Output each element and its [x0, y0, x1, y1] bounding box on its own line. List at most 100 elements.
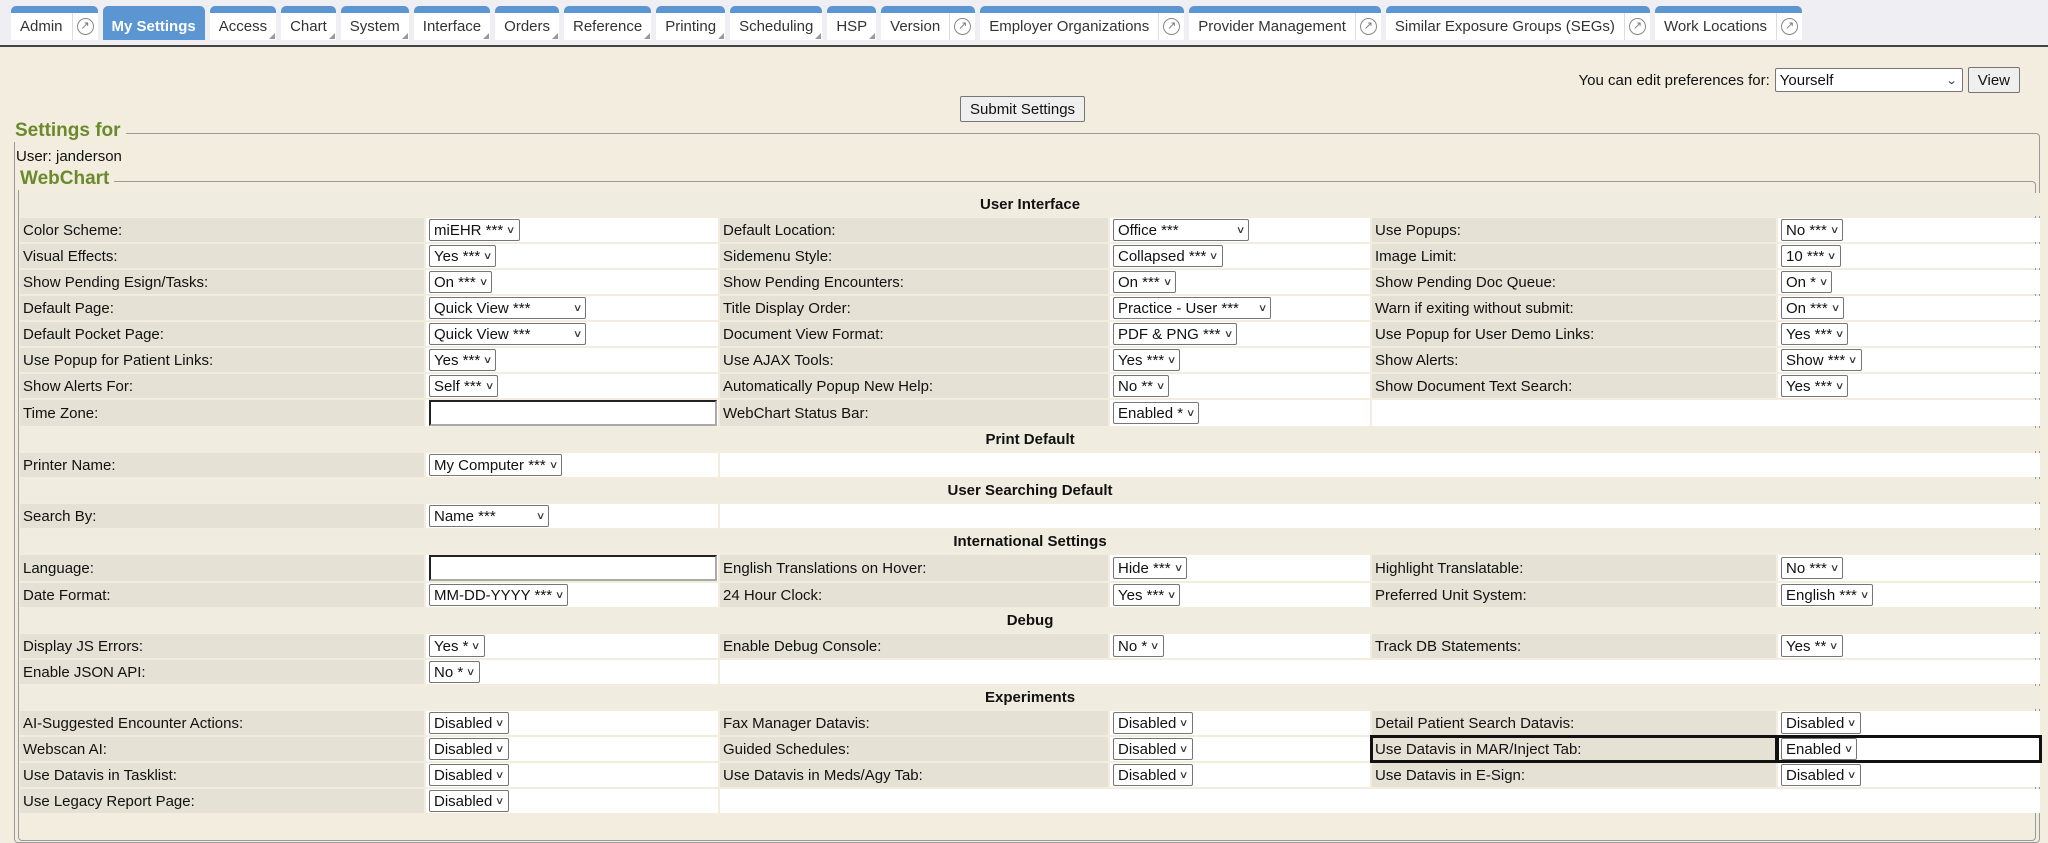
ai-suggested-encounter-actions-select[interactable]: Disabled ∨: [429, 712, 509, 734]
setting-row: Default Pocket Page: Quick View *** ∨ Docum…: [20, 322, 2041, 346]
setting-row: Show Alerts For: Self *** ∨ Automatically P…: [20, 374, 2041, 398]
use-datavis-in-e-sign-select[interactable]: Disabled ∨: [1781, 764, 1861, 786]
webchart-status-bar-select[interactable]: Enabled * ∨: [1113, 402, 1200, 424]
tab-label: Interface: [422, 18, 482, 35]
tab-employer-organizations[interactable]: Employer Organizations ↗: [980, 6, 1185, 40]
search-by-select[interactable]: Name *** ∨: [429, 505, 549, 527]
setting-row: Use Popup for Patient Links: Yes *** ∨ Use …: [20, 348, 2041, 372]
preferred-unit-system-select[interactable]: English *** ∨: [1781, 584, 1874, 606]
use-popup-for-user-demo-links-select[interactable]: Yes *** ∨: [1781, 323, 1849, 345]
open-external-button[interactable]: ↗: [71, 13, 98, 40]
english-translations-on-hover-select[interactable]: Hide *** ∨: [1113, 557, 1187, 579]
view-button[interactable]: View: [1967, 67, 2020, 93]
tab-my-settings[interactable]: My Settings: [102, 6, 205, 40]
setting-label-preferred-unit-system: Preferred Unit System:: [1372, 583, 1776, 607]
setting-value-cell: [426, 555, 718, 581]
tab-system[interactable]: System: [340, 6, 409, 40]
chevron-down-icon: ⌄: [1945, 74, 1958, 87]
default-pocket-page-select[interactable]: Quick View *** ∨: [429, 323, 586, 345]
warn-if-exiting-without-submit-select[interactable]: On *** ∨: [1781, 297, 1845, 319]
24-hour-clock-select[interactable]: Yes *** ∨: [1113, 584, 1181, 606]
language-input[interactable]: [429, 555, 717, 581]
title-display-order-select[interactable]: Practice - User *** ∨: [1113, 297, 1271, 319]
enable-json-api-select[interactable]: No * ∨: [429, 661, 480, 683]
use-datavis-in-tasklist-select[interactable]: Disabled ∨: [429, 764, 509, 786]
show-alerts-select[interactable]: Show *** ∨: [1781, 349, 1862, 371]
tab-chart[interactable]: Chart: [281, 6, 336, 40]
select-value: On *: [1786, 273, 1817, 291]
chevron-down-icon: ∨: [1843, 743, 1854, 755]
setting-value-cell: Hide *** ∨: [1110, 555, 1370, 581]
default-page-select[interactable]: Quick View *** ∨: [429, 297, 586, 319]
color-scheme-select[interactable]: miEHR *** ∨: [429, 219, 520, 241]
guided-schedules-select[interactable]: Disabled ∨: [1113, 738, 1193, 760]
use-popup-for-patient-links-select[interactable]: Yes *** ∨: [429, 349, 497, 371]
track-db-statements-select[interactable]: Yes ** ∨: [1781, 635, 1843, 657]
tab-label: HSP: [836, 18, 868, 35]
tab-work-locations[interactable]: Work Locations ↗: [1654, 6, 1803, 40]
detail-patient-search-datavis-select[interactable]: Disabled ∨: [1781, 712, 1861, 734]
highlight-translatable-select[interactable]: No *** ∨: [1781, 557, 1844, 579]
default-location-select[interactable]: Office *** ∨: [1113, 219, 1249, 241]
automatically-popup-new-help-select[interactable]: No ** ∨: [1113, 375, 1170, 397]
fax-manager-datavis-select[interactable]: Disabled ∨: [1113, 712, 1193, 734]
open-external-button[interactable]: ↗: [949, 13, 975, 40]
setting-label-search-by: Search By:: [20, 504, 424, 528]
setting-label-date-format: Date Format:: [20, 583, 424, 607]
preferences-user-select[interactable]: Yourself ⌄: [1774, 68, 1963, 92]
setting-label-visual-effects: Visual Effects:: [20, 244, 424, 268]
dropdown-corner-icon: [483, 33, 490, 39]
submit-settings-button[interactable]: Submit Settings: [960, 96, 1086, 122]
setting-value-cell: No * ∨: [426, 660, 718, 684]
chevron-down-icon: ∨: [495, 717, 505, 729]
display-js-errors-select[interactable]: Yes * ∨: [429, 635, 485, 657]
tab-label: Printing: [665, 18, 717, 35]
tab-interface[interactable]: Interface: [413, 6, 491, 40]
use-datavis-in-meds-agy-tab-select[interactable]: Disabled ∨: [1113, 764, 1193, 786]
settings-for-legend: Settings for: [13, 120, 126, 142]
show-pending-esign-tasks-select[interactable]: On *** ∨: [429, 271, 493, 293]
tab-list: Admin ↗ My Settings Access Chart System Interf…: [11, 6, 1803, 40]
tab-admin[interactable]: Admin ↗: [11, 6, 98, 40]
tab-orders[interactable]: Orders: [495, 6, 559, 40]
enable-debug-console-select[interactable]: No * ∨: [1113, 635, 1164, 657]
tab-similar-exposure-groups-segs[interactable]: Similar Exposure Groups (SEGs) ↗: [1385, 6, 1650, 40]
document-view-format-select[interactable]: PDF & PNG *** ∨: [1113, 323, 1237, 345]
use-popups-select[interactable]: No *** ∨: [1781, 219, 1844, 241]
tab-scheduling[interactable]: Scheduling: [730, 6, 823, 40]
webscan-ai-select[interactable]: Disabled ∨: [429, 738, 509, 760]
external-link-icon: ↗: [76, 18, 94, 35]
setting-value-cell: Practice - User *** ∨: [1110, 296, 1370, 320]
tab-hsp[interactable]: HSP: [827, 6, 877, 40]
open-external-button[interactable]: ↗: [1354, 13, 1381, 40]
time-zone-input[interactable]: [429, 400, 717, 426]
tab-printing[interactable]: Printing: [656, 6, 726, 40]
select-value: Hide ***: [1118, 559, 1171, 577]
chevron-down-icon: ∨: [1173, 562, 1183, 574]
sidemenu-style-select[interactable]: Collapsed *** ∨: [1113, 245, 1223, 267]
tab-version[interactable]: Version ↗: [881, 6, 976, 40]
tab-access[interactable]: Access: [209, 6, 277, 40]
printer-name-select[interactable]: My Computer *** ∨: [429, 454, 563, 476]
use-ajax-tools-select[interactable]: Yes *** ∨: [1113, 349, 1181, 371]
use-legacy-report-page-select[interactable]: Disabled ∨: [429, 790, 509, 812]
setting-value-cell: No *** ∨: [1778, 555, 2041, 581]
use-datavis-in-mar-inject-tab-select[interactable]: Enabled ∨: [1781, 738, 1858, 760]
show-alerts-for-select[interactable]: Self *** ∨: [429, 375, 498, 397]
show-pending-encounters-select[interactable]: On *** ∨: [1113, 271, 1177, 293]
section-header-row: User Interface: [20, 193, 2041, 216]
open-external-button[interactable]: ↗: [1158, 13, 1184, 40]
chevron-down-icon: ∨: [1150, 640, 1160, 652]
tab-reference[interactable]: Reference: [564, 6, 652, 40]
tab-provider-management[interactable]: Provider Management ↗: [1189, 6, 1381, 40]
show-pending-doc-queue-select[interactable]: On * ∨: [1781, 271, 1833, 293]
date-format-select[interactable]: MM-DD-YYYY *** ∨: [429, 584, 569, 606]
image-limit-select[interactable]: 10 *** ∨: [1781, 245, 1841, 267]
setting-value-cell: Self *** ∨: [426, 374, 718, 398]
show-document-text-search-select[interactable]: Yes *** ∨: [1781, 375, 1849, 397]
setting-value-cell: English *** ∨: [1778, 583, 2041, 607]
visual-effects-select[interactable]: Yes *** ∨: [429, 245, 497, 267]
open-external-button[interactable]: ↗: [1776, 13, 1802, 40]
chevron-down-icon: ∨: [1818, 276, 1829, 288]
open-external-button[interactable]: ↗: [1623, 13, 1650, 40]
